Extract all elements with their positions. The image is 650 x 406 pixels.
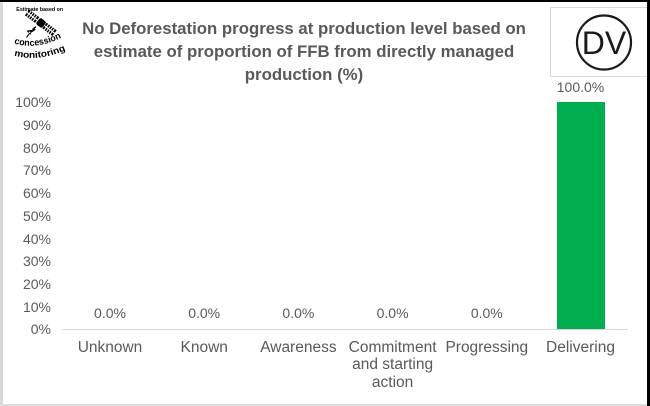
svg-text:DV: DV bbox=[582, 25, 627, 61]
svg-text:Estimate based on: Estimate based on bbox=[16, 7, 63, 13]
